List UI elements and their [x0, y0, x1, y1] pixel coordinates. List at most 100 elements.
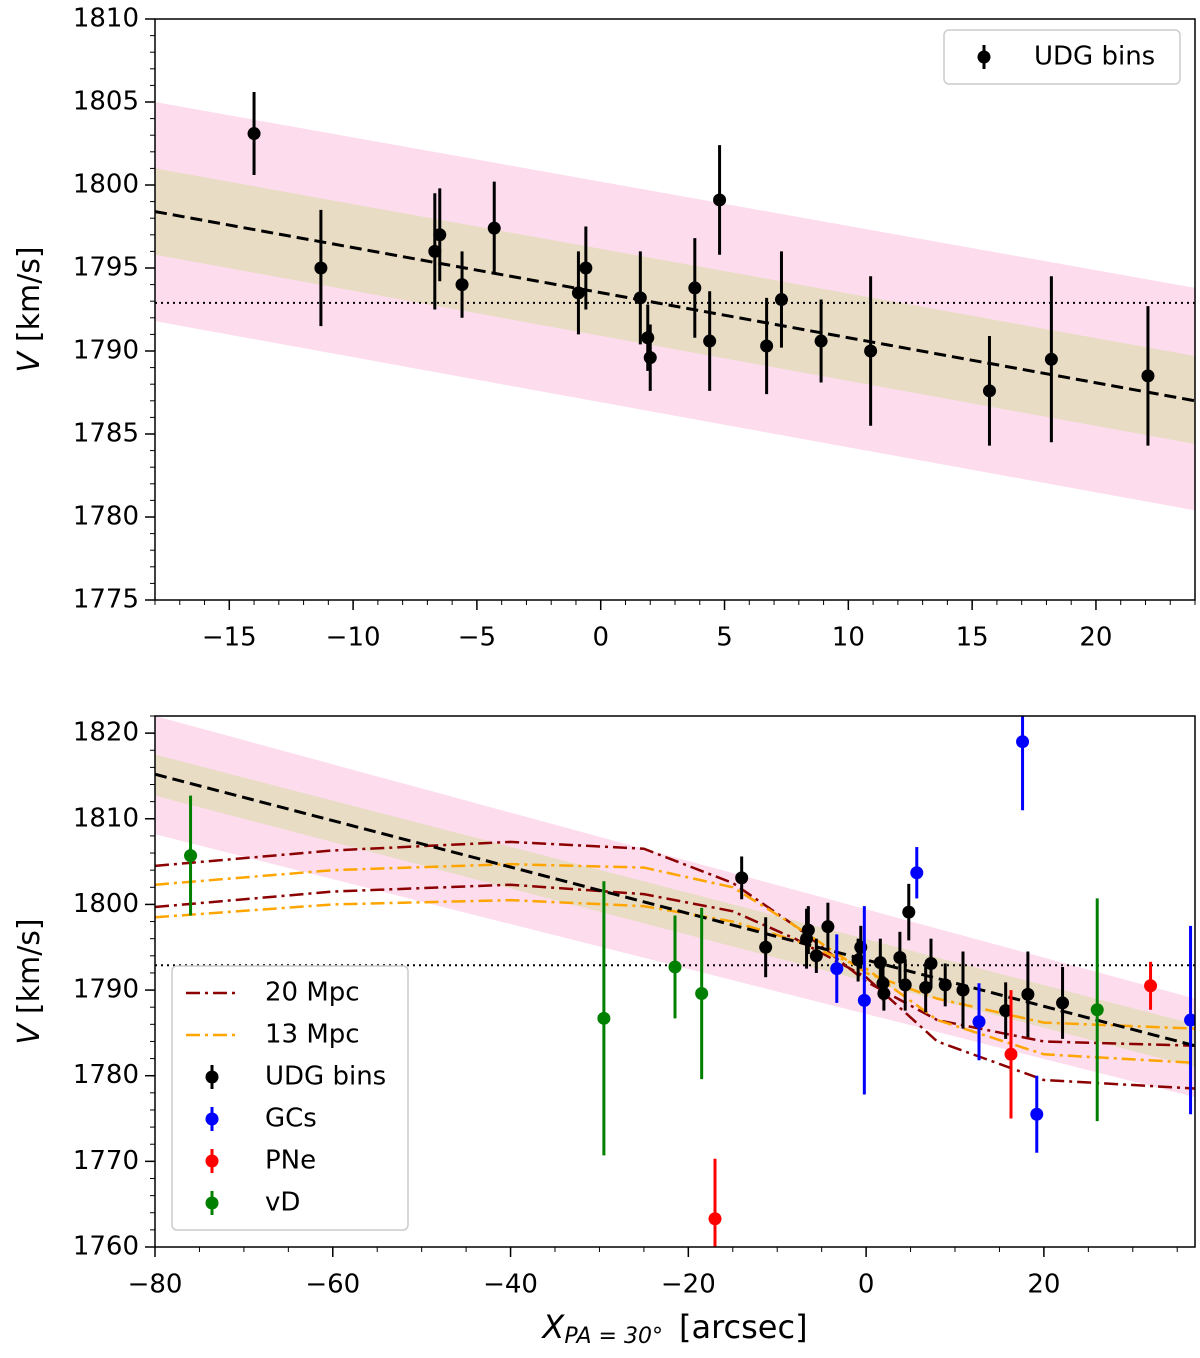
y-tick-label: 1785	[73, 419, 139, 449]
data-point	[708, 1212, 722, 1226]
data-point	[1090, 1003, 1104, 1017]
y-tick-label: 1795	[73, 253, 139, 283]
data-point	[428, 244, 442, 258]
data-point	[982, 384, 996, 398]
data-point	[1144, 979, 1158, 993]
legend-label: GCs	[265, 1104, 317, 1134]
data-point	[184, 849, 198, 863]
y-label-symbol: V	[12, 1022, 47, 1045]
legend-marker	[205, 1112, 219, 1126]
data-point	[314, 261, 328, 275]
x-tick-label: 0	[858, 1270, 875, 1300]
legend-label: vD	[265, 1188, 300, 1218]
data-point	[801, 923, 815, 937]
x-tick-label: 5	[716, 623, 733, 653]
data-point	[972, 1015, 986, 1029]
data-point	[821, 920, 835, 934]
legend: 20 Mpc 13 Mpc UDG bins GCs PNe vD	[171, 965, 409, 1231]
y-tick-label: 1810	[73, 803, 139, 833]
data-point	[774, 293, 788, 307]
plot-area	[155, 102, 1195, 511]
plot-area	[155, 716, 1195, 1098]
x-label-unit: [arcsec]	[679, 1308, 808, 1346]
data-point	[433, 228, 447, 242]
x-tick-label: −10	[326, 623, 381, 653]
data-point	[999, 1004, 1013, 1018]
y-tick-label: 1810	[73, 4, 139, 34]
data-point	[877, 986, 891, 1000]
legend: UDG bins	[943, 29, 1181, 85]
data-point	[688, 281, 702, 295]
data-point	[1030, 1107, 1044, 1121]
x-label-subscript: PA = 30°	[564, 1324, 663, 1349]
legend-box	[171, 965, 409, 1231]
data-point	[873, 956, 887, 970]
y-tick-label: 1820	[73, 718, 139, 748]
x-tick-label: −40	[483, 1270, 538, 1300]
x-tick-label: −5	[458, 623, 496, 653]
y-tick-label: 1780	[73, 502, 139, 532]
data-point	[579, 261, 593, 275]
data-point	[455, 278, 469, 292]
data-point	[735, 871, 749, 885]
axes-frame	[154, 715, 1196, 1248]
legend-marker	[205, 1196, 219, 1210]
legend-label: UDG bins	[1034, 42, 1155, 72]
data-point	[633, 291, 647, 305]
y-tick-label: 1775	[73, 585, 139, 615]
y-tick-label: 1770	[73, 1146, 139, 1176]
x-axis-label: XPA = 30° [arcsec]	[540, 1308, 807, 1349]
data-point	[713, 193, 727, 207]
legend-label: PNe	[265, 1146, 316, 1176]
y-tick-label: 1800	[73, 170, 139, 200]
y-axis-label: V [km/s]	[12, 246, 47, 372]
data-point	[809, 949, 823, 963]
data-point	[919, 980, 933, 994]
data-point	[487, 221, 501, 235]
y-label-unit: [km/s]	[12, 918, 47, 1014]
x-tick-label: 15	[956, 623, 989, 653]
data-point	[571, 286, 585, 300]
data-point	[759, 940, 773, 954]
data-point	[695, 986, 709, 1000]
data-point	[902, 905, 916, 919]
y-tick-label: 1790	[73, 336, 139, 366]
data-point	[830, 962, 844, 976]
data-point	[814, 334, 828, 348]
data-point	[1184, 1013, 1195, 1027]
data-point	[898, 978, 912, 992]
y-tick-label: 1800	[73, 889, 139, 919]
data-point	[938, 978, 952, 992]
model-curve	[155, 840, 1195, 1047]
markers	[184, 716, 1195, 1247]
fit-line	[155, 210, 1195, 403]
data-point	[1016, 735, 1030, 749]
markers	[247, 92, 1155, 446]
data-point	[924, 957, 938, 971]
y-tick-label: 1780	[73, 1060, 139, 1090]
model-curve	[155, 883, 1195, 1090]
x-tick-label: 20	[1079, 623, 1112, 653]
data-point	[703, 334, 717, 348]
x-tick-label: −15	[202, 623, 257, 653]
panel: 1760 1770 1780 1790 1800 1810 1820 −80 −60 −40 −20…	[12, 715, 1196, 1349]
panel: 1775 1780 1785 1790 1795 1800 1805 1810 −15 −10 −5…	[12, 4, 1196, 653]
legend-marker	[205, 1154, 219, 1168]
legend-label: 13 Mpc	[265, 1020, 360, 1050]
x-tick-label: −20	[661, 1270, 716, 1300]
y-tick-label: 1790	[73, 975, 139, 1005]
data-point	[760, 339, 774, 353]
model-curve	[155, 862, 1195, 1030]
data-point	[1021, 987, 1035, 1001]
legend-marker	[977, 50, 991, 64]
data-point	[1004, 1047, 1018, 1061]
y-axis-label: V [km/s]	[12, 918, 47, 1044]
data-point	[247, 127, 261, 141]
x-tick-label: −60	[305, 1270, 360, 1300]
y-tick-label: 1805	[73, 87, 139, 117]
y-label-symbol: V	[12, 350, 47, 373]
data-point	[864, 344, 878, 358]
x-tick-label: 10	[832, 623, 865, 653]
data-point	[893, 951, 907, 965]
